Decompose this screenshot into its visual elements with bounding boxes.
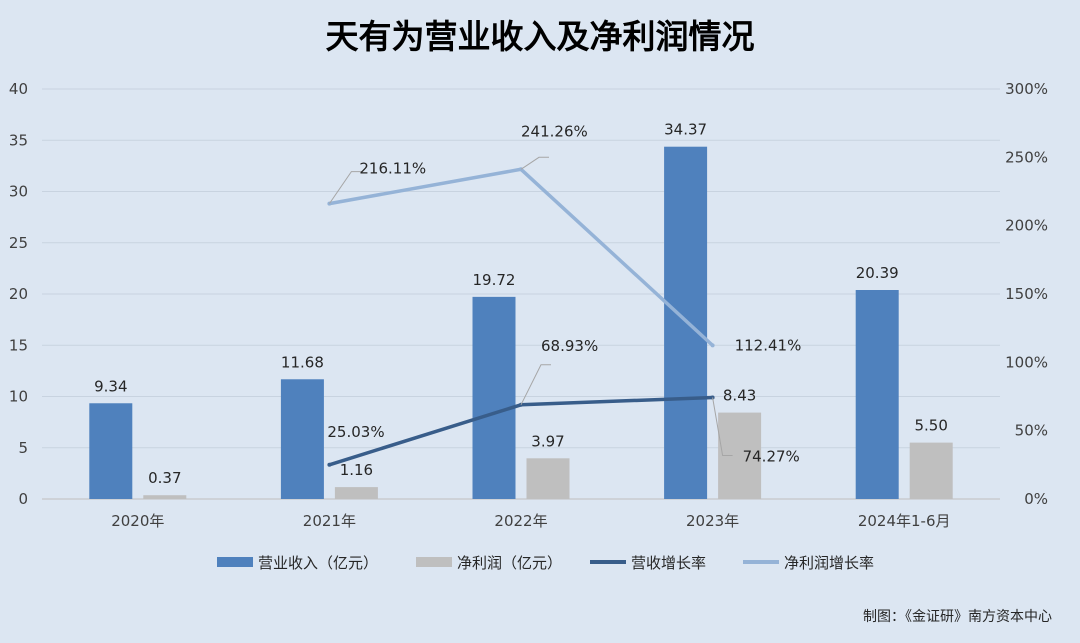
y-tick-label: 0 [18,490,28,508]
bar-series [89,146,953,499]
line-data-label: 241.26% [521,122,588,140]
legend: 营业收入（亿元） 净利润（亿元） 营收增长率 净利润增长率 [217,554,874,572]
bar [472,296,516,499]
bar [89,403,133,499]
y-tick-label: 25 [9,234,28,252]
legend-swatch [416,557,452,567]
y-tick-label: 5 [18,439,28,457]
legend-label: 营收增长率 [631,554,706,572]
line-data-label: 216.11% [359,160,426,178]
bar [909,442,953,499]
bar-data-label: 19.72 [473,271,516,289]
x-tick-label: 2021年 [303,512,356,530]
series-line [328,395,713,467]
y2-tick-label: 150% [1005,285,1048,303]
y-axis-right: 0% 50% 100% 150% 200% 250% 300% [1005,80,1048,508]
y2-tick-label: 300% [1005,80,1048,98]
y2-tick-label: 0% [1024,490,1048,508]
y2-tick-label: 50% [1015,422,1048,440]
bar-data-label: 11.68 [281,353,324,371]
series-line [329,167,714,347]
line-data-label: 25.03% [327,423,384,441]
legend-label: 净利润增长率 [784,554,874,572]
bar-data-label: 34.37 [664,121,707,139]
bar-data-label: 0.37 [148,469,181,487]
y-tick-label: 40 [9,80,28,98]
y-tick-label: 20 [9,285,28,303]
x-axis: 2020年 2021年 2022年 2023年 2024年1-6月 [111,512,950,530]
line-data-label: 74.27% [743,447,800,465]
line-point [327,462,332,467]
leader-line [520,156,549,170]
bar-data-label: 1.16 [340,461,373,479]
line-data-label: 112.41% [735,336,802,354]
legend-swatch [217,557,253,567]
y-tick-label: 15 [9,336,28,354]
leader-line [712,397,733,456]
y-axis-left: 0 5 10 15 20 25 30 35 40 [9,80,28,508]
y2-tick-label: 100% [1005,353,1048,371]
y-tick-label: 35 [9,131,28,149]
x-tick-label: 2024年1-6月 [858,512,951,530]
y-tick-label: 10 [9,388,28,406]
leader-line [328,171,362,204]
leader-line [520,364,551,406]
chart-title: 天有为营业收入及净利润情况 [326,17,755,56]
line-data-label: 68.93% [541,337,598,355]
line-point [710,343,715,348]
bar [334,487,378,499]
gridlines [42,88,1000,500]
bar [526,458,570,499]
legend-label: 净利润（亿元） [457,554,562,572]
x-tick-label: 2023年 [686,512,739,530]
bar-data-label: 9.34 [94,377,127,395]
bar [280,379,324,499]
bar-data-label: 20.39 [856,264,899,282]
data-labels: 9.34 11.68 19.72 34.37 20.39 0.37 1.16 3.97 8.43… [94,121,948,487]
line-series [327,167,715,467]
legend-label: 营业收入（亿元） [258,554,378,572]
bar-data-label: 8.43 [723,387,756,405]
chart-credit: 制图：《金证研》南方资本中心 [863,609,1052,625]
bar [855,290,899,499]
x-tick-label: 2022年 [494,512,547,530]
bar [143,495,187,499]
bar-data-label: 5.50 [914,417,947,435]
y2-tick-label: 250% [1005,148,1048,166]
y2-tick-label: 200% [1005,217,1048,235]
x-tick-label: 2020年 [111,512,164,530]
bar-data-label: 3.97 [531,432,564,450]
y-tick-label: 30 [9,183,28,201]
